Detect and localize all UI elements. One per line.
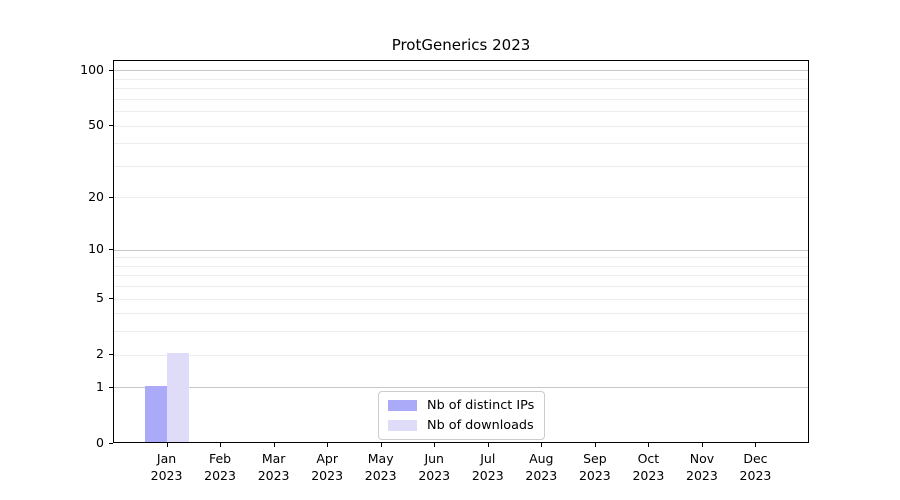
legend-label: Nb of distinct IPs bbox=[427, 398, 535, 413]
x-axis-tick-label: May 2023 bbox=[364, 451, 397, 483]
legend-label: Nb of downloads bbox=[427, 418, 534, 433]
gridline-minor bbox=[114, 88, 808, 90]
gridline-minor bbox=[114, 111, 808, 113]
x-axis-tick bbox=[487, 443, 489, 447]
gridline-minor bbox=[114, 275, 808, 277]
y-axis-tick-label: 5 bbox=[96, 290, 104, 306]
x-axis-tick-label: Aug 2023 bbox=[525, 451, 558, 483]
x-axis-tick bbox=[327, 443, 329, 447]
x-axis-tick bbox=[648, 443, 650, 447]
gridline-major bbox=[114, 249, 808, 251]
x-axis-tick-label: Mar 2023 bbox=[257, 451, 290, 483]
legend-item: Nb of downloads bbox=[388, 418, 534, 433]
gridline-minor bbox=[114, 298, 808, 300]
y-axis-tick-label: 0 bbox=[96, 435, 104, 450]
x-axis-tick bbox=[273, 443, 275, 447]
x-axis-tick-label: Jan 2023 bbox=[150, 451, 183, 483]
y-axis-tick bbox=[109, 69, 113, 71]
x-axis-tick bbox=[380, 443, 382, 447]
gridline-minor bbox=[114, 331, 808, 333]
gridline-minor bbox=[114, 143, 808, 145]
gridline-minor bbox=[114, 286, 808, 288]
bar-nb-of-downloads bbox=[166, 353, 189, 442]
gridline-minor bbox=[114, 125, 808, 127]
x-axis-tick-label: Sep 2023 bbox=[578, 451, 611, 483]
x-axis-tick-label: Oct 2023 bbox=[632, 451, 665, 483]
gridline-major bbox=[114, 387, 808, 389]
y-axis-tick bbox=[109, 354, 113, 356]
gridline-minor bbox=[114, 165, 808, 167]
y-axis-tick-label: 10 bbox=[88, 241, 104, 257]
x-axis-tick bbox=[220, 443, 222, 447]
x-axis-tick-label: Jun 2023 bbox=[418, 451, 451, 483]
bar-nb-of-distinct-ips bbox=[144, 385, 167, 442]
y-axis-tick bbox=[109, 196, 113, 198]
x-axis-tick bbox=[755, 443, 757, 447]
gridline-minor bbox=[114, 265, 808, 267]
x-axis-tick bbox=[594, 443, 596, 447]
gridline-minor bbox=[114, 354, 808, 356]
y-axis-tick bbox=[109, 125, 113, 127]
y-axis-tick bbox=[109, 298, 113, 300]
gridline-minor bbox=[114, 257, 808, 259]
legend: Nb of distinct IPs Nb of downloads bbox=[378, 391, 546, 440]
y-axis-tick bbox=[109, 443, 113, 444]
gridline-major bbox=[114, 70, 808, 72]
y-axis-tick-label: 50 bbox=[88, 117, 104, 133]
x-axis-tick-label: Dec 2023 bbox=[739, 451, 772, 483]
x-axis-tick bbox=[701, 443, 703, 447]
y-axis-tick-label: 20 bbox=[88, 188, 104, 204]
gridline-minor bbox=[114, 78, 808, 80]
y-axis-tick bbox=[109, 249, 113, 251]
legend-swatch-nb-of-distinct-ips bbox=[388, 400, 417, 411]
y-axis-tick bbox=[109, 386, 113, 388]
y-axis-tick-label: 1 bbox=[96, 378, 104, 394]
x-axis-tick-label: Feb 2023 bbox=[204, 451, 236, 483]
plot-area bbox=[113, 60, 809, 443]
gridline-minor bbox=[114, 98, 808, 100]
x-axis-tick-label: Jul 2023 bbox=[471, 451, 504, 483]
x-axis-tick bbox=[434, 443, 436, 447]
legend-swatch-nb-of-downloads bbox=[388, 420, 417, 431]
gridline-minor bbox=[114, 313, 808, 315]
chart-title: ProtGenerics 2023 bbox=[391, 36, 531, 54]
x-axis-tick-label: Apr 2023 bbox=[311, 451, 344, 483]
x-axis-tick bbox=[541, 443, 543, 447]
x-axis-tick bbox=[166, 443, 168, 447]
x-axis-tick-label: Nov 2023 bbox=[686, 451, 718, 483]
legend-item: Nb of distinct IPs bbox=[388, 398, 534, 413]
y-axis-tick-label: 2 bbox=[96, 346, 104, 362]
y-axis-tick-label: 100 bbox=[80, 61, 104, 77]
gridline-minor bbox=[114, 197, 808, 199]
